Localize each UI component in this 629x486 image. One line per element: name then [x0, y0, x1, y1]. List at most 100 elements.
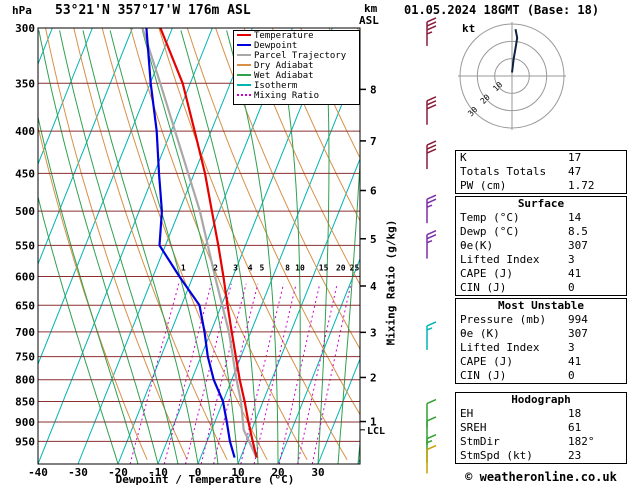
km-axis-unit: km [364, 2, 378, 15]
svg-text:3: 3 [370, 326, 377, 339]
mixing-ratio-tick-labels: 1 2 3 4 5 8 10 15 20 25 [181, 264, 360, 273]
stat-row-sfc-temp: Temp (°C) 14 [456, 211, 626, 225]
hodograph-ring-label: 10 [491, 80, 504, 93]
stat-label: Dewp (°C) [460, 225, 520, 238]
svg-text:3: 3 [233, 264, 238, 273]
stat-row-pw: PW (cm) 1.72 [456, 179, 626, 193]
mixing-ratio-axis-label: Mixing Ratio (g/kg) [384, 219, 398, 346]
stat-row-mu-cape: CAPE (J) 41 [456, 355, 626, 369]
copyright: © weatheronline.co.uk [465, 470, 617, 484]
surface-box: Surface Temp (°C) 14 Dewp (°C) 8.5 θe(K) 3 0… [455, 196, 627, 296]
wind-barb [426, 96, 437, 125]
stat-value: 994 [568, 313, 588, 326]
datetime-label: 01.05.2024 18GMT (Base: 18) [404, 3, 600, 17]
surface-box-title: Surface [517, 197, 565, 210]
stat-row-mu-pressure: Pressure (mb) 994 [456, 313, 626, 327]
wind-barb [426, 398, 437, 428]
stat-label: StmDir [460, 435, 500, 448]
svg-text:600: 600 [15, 271, 35, 284]
stat-label: Totals Totals [460, 165, 547, 178]
stat-value: 307 [568, 327, 588, 340]
svg-text:-20: -20 [108, 466, 128, 479]
svg-text:850: 850 [15, 395, 35, 408]
svg-text:25: 25 [350, 264, 360, 273]
wind-barb [426, 444, 437, 474]
stat-row-sfc-dewp: Dewp (°C) 8.5 [456, 225, 626, 239]
stat-label: SREH [460, 421, 487, 434]
stat-value: 14 [568, 211, 582, 224]
wind-barb [426, 17, 437, 46]
hodograph-box: Hodograph EH 18 SREH 61 StmDir 182° StmSpd … [455, 392, 627, 464]
legend-item-label: Temperature [254, 31, 314, 41]
stat-label: Temp (°C) [460, 211, 520, 224]
svg-text:350: 350 [15, 77, 35, 90]
svg-text:700: 700 [15, 326, 35, 339]
svg-text:5: 5 [259, 264, 264, 273]
indices-box: K 17 Totals Totals 47 PW (cm) 1.72 [455, 150, 627, 194]
x-axis-label: Dewpoint / Temperature (°C) [115, 473, 295, 486]
stat-value: 1.72 [568, 179, 595, 192]
parcel-trajectory-curve [141, 28, 258, 459]
stat-value: 8.5 [568, 225, 588, 238]
hodograph-ring [494, 58, 530, 94]
hodograph-ring [459, 23, 565, 129]
svg-text:800: 800 [15, 374, 35, 387]
svg-text:1: 1 [370, 416, 377, 429]
stat-row-stmdir: StmDir 182° [456, 435, 626, 449]
legend-item-label: Dry Adiabat [254, 61, 314, 71]
pressure-tick-labels: 300 350 400 450 500 550 600 650 700 750 800 850 900 9… [15, 22, 35, 448]
svg-text:950: 950 [15, 435, 35, 448]
svg-text:10: 10 [231, 466, 244, 479]
stat-value: 3 [568, 253, 575, 266]
stat-value: 17 [568, 151, 582, 164]
svg-text:900: 900 [15, 416, 35, 429]
stat-row-sfc-cape: CAPE (J) 41 [456, 267, 626, 281]
lcl-label: LCL [367, 426, 385, 437]
mixing-ratio-lines [129, 283, 352, 464]
svg-text:500: 500 [15, 205, 35, 218]
stat-label: CAPE (J) [460, 267, 513, 280]
svg-text:5: 5 [370, 233, 377, 246]
stat-value: 18 [568, 407, 582, 420]
most-unstable-box-title: Most Unstable [497, 299, 585, 312]
stat-label: θe(K) [460, 239, 494, 252]
stat-value: 41 [568, 355, 582, 368]
svg-text:6: 6 [370, 185, 377, 198]
svg-text:300: 300 [15, 22, 35, 35]
stat-value: 0 [568, 281, 575, 294]
stat-label: CIN (J) [460, 369, 507, 382]
stat-value: 61 [568, 421, 582, 434]
hodograph-ring [476, 40, 548, 112]
station-title: 53°21'N 357°17'W 176m ASL [55, 3, 251, 18]
wind-barb [426, 140, 437, 170]
stat-value: 3 [568, 341, 575, 354]
svg-text:20: 20 [271, 466, 284, 479]
dewpoint-curve [145, 28, 236, 458]
stat-row-mu-thetae: θe (K) 307 [456, 327, 626, 341]
legend-item-label: Parcel Trajectory [254, 51, 347, 61]
svg-text:15: 15 [319, 264, 329, 273]
stat-label: θe (K) [460, 327, 500, 340]
hodograph-ring-label: 20 [479, 92, 492, 105]
svg-text:400: 400 [15, 125, 35, 138]
plot-frame [37, 27, 361, 465]
stat-row-mu-li: Lifted Index 3 [456, 341, 626, 355]
stat-row-mu-cin: CIN (J) 0 [456, 369, 626, 383]
stat-label: Lifted Index [460, 341, 540, 354]
most-unstable-box: Most Unstable Pressure (mb) 994 θe (K) 307… [455, 298, 627, 384]
stat-row-eh: EH 18 [456, 407, 626, 421]
svg-text:450: 450 [15, 167, 35, 180]
stat-label: Lifted Index [460, 253, 540, 266]
stat-value: 23 [568, 449, 582, 462]
stat-value: 41 [568, 267, 582, 280]
hodograph-trace [511, 29, 519, 73]
legend-item-label: Dewpoint [254, 41, 297, 51]
svg-text:8: 8 [370, 83, 377, 96]
svg-text:4: 4 [248, 264, 253, 273]
stat-row-stmspd: StmSpd (kt) 23 [456, 449, 626, 463]
hodograph-ring-label: 30 [466, 105, 479, 118]
stat-row-sreh: SREH 61 [456, 421, 626, 435]
